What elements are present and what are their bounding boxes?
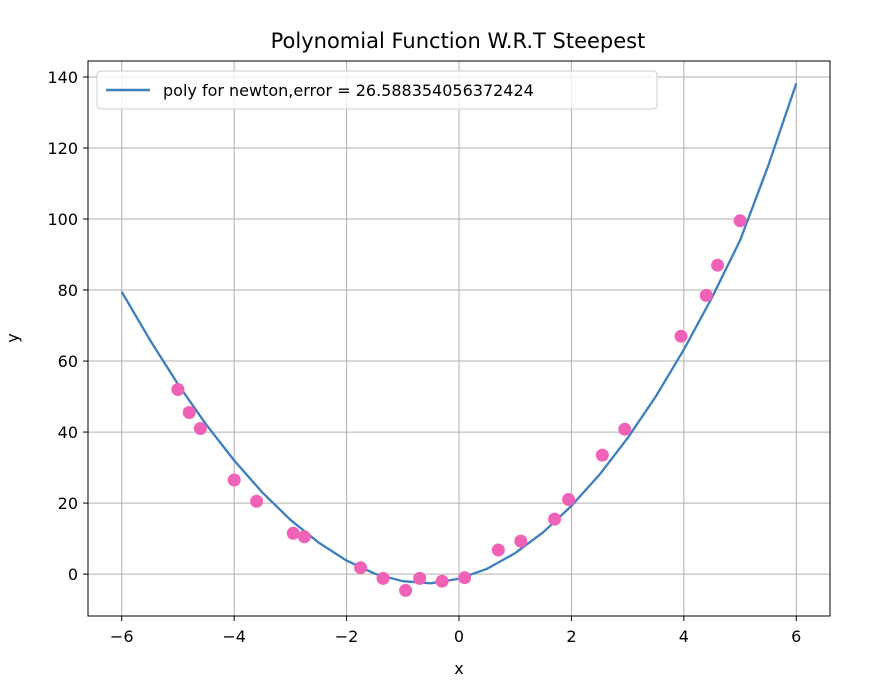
scatter-point	[514, 534, 528, 548]
x-tick-label: −6	[110, 627, 134, 646]
scatter-point	[491, 543, 505, 557]
x-tick-label: 2	[566, 627, 576, 646]
scatter-point	[733, 214, 747, 228]
x-tick-label: 6	[791, 627, 801, 646]
scatter-point	[193, 422, 207, 435]
legend: poly for newton,error = 26.5883540563724…	[96, 70, 658, 110]
scatter-point	[399, 583, 413, 597]
scatter-point	[250, 494, 264, 508]
y-axis-ticks: 0 20 40 60 80 100 120 140	[47, 68, 88, 584]
scatter-point	[435, 574, 449, 588]
legend-entry-label: poly for newton,error = 26.5883540563724…	[163, 81, 534, 100]
x-tick-label: −4	[222, 627, 246, 646]
y-tick-label: 0	[68, 565, 78, 584]
x-tick-label: 0	[454, 627, 464, 646]
x-tick-label: 4	[679, 627, 689, 646]
scatter-point	[227, 473, 241, 487]
x-tick-label: −2	[335, 627, 359, 646]
scatter-point	[376, 571, 390, 585]
scatter-point	[297, 530, 311, 544]
y-tick-label: 100	[47, 210, 78, 229]
y-tick-label: 60	[58, 352, 78, 371]
legend-box	[96, 70, 658, 110]
scatter-point	[711, 258, 725, 272]
scatter-point	[595, 448, 609, 462]
scatter-points-group	[171, 214, 747, 597]
scatter-point	[618, 422, 632, 436]
y-axis-label: y	[3, 333, 22, 342]
y-tick-label: 120	[47, 139, 78, 158]
scatter-point	[413, 571, 427, 585]
y-tick-label: 40	[58, 423, 78, 442]
scatter-point	[286, 526, 300, 540]
scatter-point	[562, 493, 576, 506]
scatter-point	[171, 383, 185, 396]
scatter-point	[699, 288, 713, 302]
scatter-point	[458, 571, 472, 585]
y-tick-label: 80	[58, 281, 78, 300]
x-axis-ticks: −6 −4 −2 0 2 4 6	[110, 616, 801, 646]
scatter-point	[548, 512, 562, 526]
y-tick-label: 20	[58, 494, 78, 513]
scatter-point	[354, 561, 368, 575]
y-tick-label: 140	[47, 68, 78, 87]
scatter-point	[182, 406, 196, 419]
scatter-point	[674, 329, 688, 343]
chart-title: Polynomial Function W.R.T Steepest	[271, 29, 646, 53]
x-axis-label: x	[454, 659, 463, 678]
grid	[88, 61, 830, 616]
